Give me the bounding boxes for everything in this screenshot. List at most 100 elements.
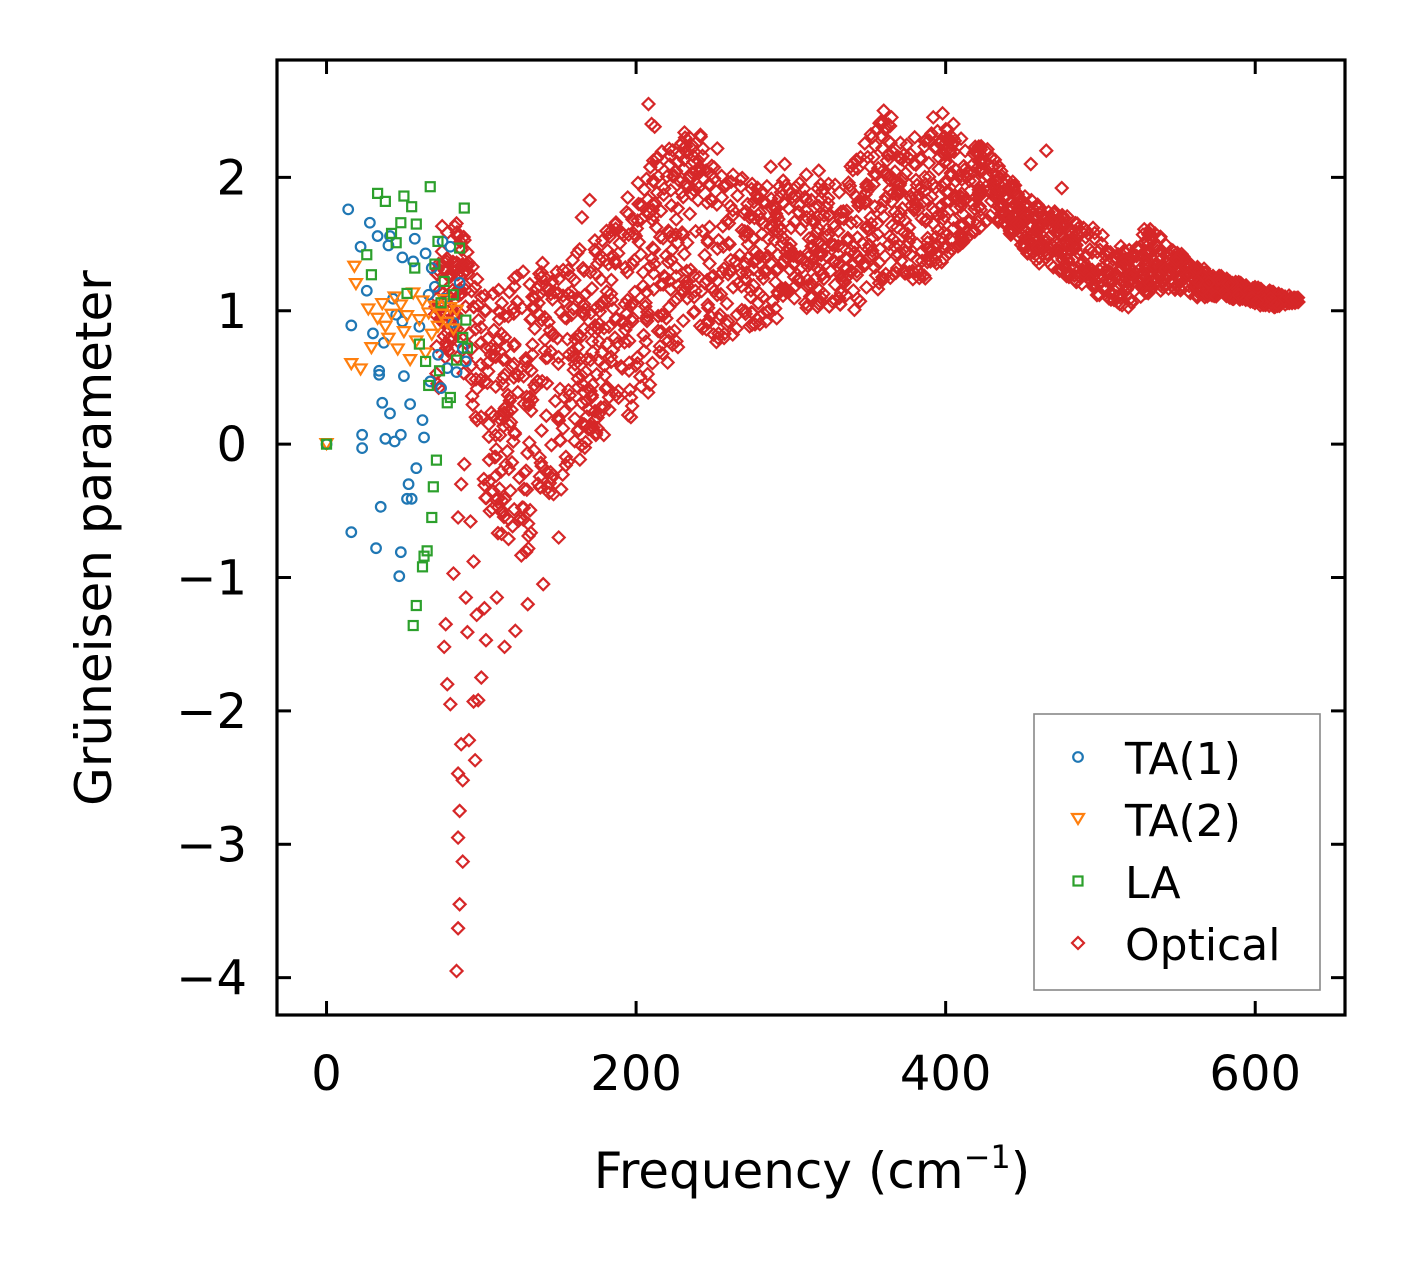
- point-optical: [684, 165, 700, 181]
- point-optical: [628, 228, 644, 244]
- point-optical: [876, 193, 892, 209]
- point-optical: [831, 184, 847, 200]
- point-optical: [821, 208, 837, 224]
- point-optical: [867, 138, 883, 154]
- point-optical: [783, 220, 799, 236]
- point-optical: [604, 292, 620, 308]
- point-optical: [1136, 265, 1152, 281]
- point-optical: [929, 238, 945, 255]
- point-ta1: [418, 431, 430, 444]
- point-optical: [773, 281, 789, 297]
- point-optical: [912, 267, 929, 283]
- point-optical: [861, 222, 877, 238]
- point-optical: [765, 212, 781, 228]
- point-optical: [577, 440, 593, 456]
- point-optical: [501, 461, 517, 477]
- point-optical: [1180, 283, 1196, 299]
- point-optical: [937, 155, 953, 171]
- series-la: [320, 181, 473, 632]
- point-optical: [757, 265, 773, 281]
- point-optical: [885, 231, 901, 247]
- point-optical: [505, 518, 521, 534]
- point-optical: [466, 694, 482, 710]
- point-la: [407, 619, 419, 632]
- point-optical: [849, 291, 865, 307]
- point-optical: [716, 326, 732, 342]
- point-optical: [519, 482, 535, 498]
- point-optical: [867, 259, 883, 276]
- point-optical: [538, 278, 554, 294]
- point-optical: [678, 138, 694, 154]
- point-optical: [683, 262, 699, 278]
- point-optical: [1095, 260, 1111, 276]
- point-ta1: [384, 230, 396, 242]
- point-optical: [534, 255, 551, 271]
- point-optical: [497, 351, 513, 367]
- point-optical: [682, 206, 698, 222]
- point-optical: [701, 176, 717, 192]
- point-optical: [477, 303, 493, 319]
- point-optical: [870, 281, 886, 297]
- point-optical: [617, 259, 633, 276]
- point-ta2: [405, 287, 422, 301]
- point-optical: [658, 248, 674, 264]
- point-optical: [1037, 209, 1053, 225]
- point-optical: [990, 214, 1006, 230]
- point-optical: [995, 198, 1011, 214]
- point-optical: [852, 149, 869, 165]
- point-optical: [715, 218, 731, 234]
- point-optical: [936, 224, 952, 240]
- point-optical: [574, 304, 590, 320]
- point-optical: [461, 325, 477, 341]
- point-optical: [883, 168, 899, 184]
- point-optical: [983, 193, 999, 209]
- point-optical: [622, 382, 638, 398]
- point-optical: [1094, 227, 1111, 243]
- point-optical: [830, 223, 846, 239]
- point-optical: [495, 376, 511, 392]
- y-axis-label-group: Grüneisen parameter: [65, 270, 123, 806]
- point-optical: [981, 181, 998, 197]
- point-optical: [699, 195, 715, 211]
- point-optical: [494, 526, 510, 542]
- point-optical: [442, 330, 458, 346]
- point-optical: [572, 451, 588, 468]
- point-optical: [1121, 242, 1137, 258]
- y-axis-label: Grüneisen parameter: [65, 270, 123, 806]
- point-ta1: [371, 230, 384, 242]
- point-ta2: [360, 303, 377, 317]
- point-optical: [465, 299, 481, 315]
- point-optical: [523, 362, 539, 379]
- point-ta2: [352, 363, 369, 377]
- point-optical: [1110, 294, 1126, 310]
- point-optical: [783, 185, 799, 201]
- point-optical: [935, 211, 951, 227]
- point-optical: [506, 336, 522, 352]
- point-optical: [962, 212, 978, 228]
- point-la: [432, 235, 444, 247]
- point-optical: [552, 432, 568, 449]
- point-optical: [865, 176, 882, 193]
- point-optical: [439, 676, 455, 692]
- axis-ticks: 0 200 400 600 −4 −3 −2 −1 0 1 2: [176, 60, 1345, 1102]
- point-optical: [774, 235, 790, 251]
- point-optical: [591, 353, 607, 369]
- point-optical: [565, 343, 581, 359]
- point-ta1: [374, 500, 387, 513]
- point-optical: [810, 220, 826, 236]
- point-optical: [669, 291, 685, 307]
- x-axis-label: Frequency (cm−1): [594, 1138, 1031, 1200]
- point-optical: [857, 135, 873, 152]
- point-optical: [885, 144, 901, 160]
- point-optical: [964, 224, 980, 240]
- y-tick-label: −1: [176, 551, 247, 607]
- point-ta1: [407, 255, 420, 268]
- point-optical: [547, 393, 563, 409]
- point-la: [398, 190, 410, 202]
- point-optical: [878, 119, 894, 135]
- point-optical: [1047, 243, 1063, 259]
- point-optical: [882, 118, 898, 134]
- point-optical: [507, 623, 523, 639]
- point-optical: [442, 696, 458, 712]
- point-optical: [800, 297, 816, 313]
